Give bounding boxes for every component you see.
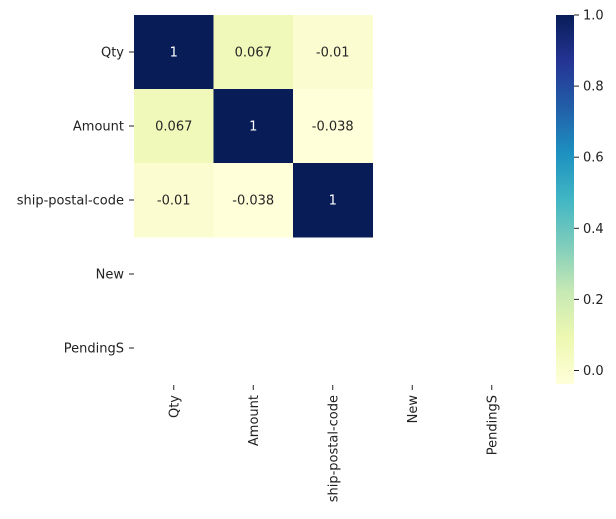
heatmap-cell: [134, 15, 214, 90]
x-tick-label: Amount: [247, 395, 262, 446]
cell-annotation: -0.01: [316, 46, 350, 61]
x-tick-label: New: [406, 395, 421, 424]
heatmap-cell: [293, 163, 373, 238]
colorbar: 0.0 0.2 0.4 0.6 0.8 1.0: [556, 9, 604, 384]
cell-annotation: -0.01: [157, 194, 191, 209]
y-tick-label: PendingS: [64, 342, 124, 357]
x-tick-label: PendingS: [485, 395, 500, 455]
x-tick-label: ship-postal-code: [326, 395, 341, 502]
cell-annotation: -0.038: [312, 120, 354, 135]
colorbar-tick-label: 1.0: [583, 9, 604, 24]
heatmap-cell: [213, 163, 294, 238]
heatmap-cell: [293, 89, 373, 164]
cell-annotation: 0.067: [155, 120, 192, 135]
cell-annotation: 1: [329, 194, 337, 209]
cell-annotation: 1: [170, 46, 178, 61]
colorbar-gradient: [556, 15, 574, 384]
colorbar-tick-label: 0.4: [583, 222, 604, 237]
cell-annotation: 1: [249, 120, 257, 135]
y-tick-label: Amount: [73, 120, 124, 135]
heatmap-cell: [213, 15, 294, 90]
y-tick-label: ship-postal-code: [17, 194, 124, 209]
heatmap-cell: [134, 163, 214, 238]
colorbar-tick-label: 0.6: [583, 151, 604, 166]
x-tick-label: Qty: [167, 395, 182, 418]
heatmap-cell: [134, 89, 214, 164]
heatmap-cells: [134, 15, 373, 238]
colorbar-tick-label: 0.8: [583, 80, 604, 95]
x-axis: Qty Amount ship-postal-code New PendingS: [167, 385, 500, 502]
cell-annotation: -0.038: [232, 194, 274, 209]
heatmap-cell: [293, 15, 373, 90]
y-tick-label: New: [96, 268, 125, 283]
y-tick-label: Qty: [101, 46, 124, 61]
cell-annotation: 0.067: [235, 46, 272, 61]
colorbar-tick-label: 0.2: [583, 293, 604, 308]
heatmap-annotations: 1 0.067 -0.01 0.067 1 -0.038 -0.01 -0.038 1: [155, 46, 354, 209]
heatmap-cell: [213, 89, 294, 164]
y-axis: Qty Amount ship-postal-code New PendingS: [17, 46, 134, 357]
colorbar-tick-label: 0.0: [583, 364, 604, 379]
